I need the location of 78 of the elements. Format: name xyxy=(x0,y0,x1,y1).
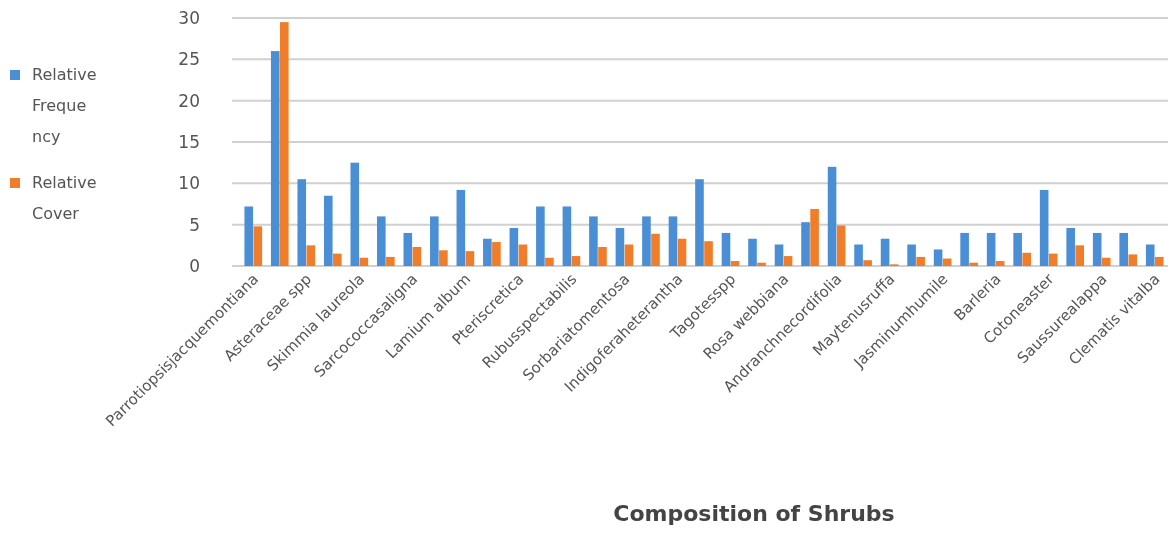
bar xyxy=(306,245,316,266)
y-tick-label: 25 xyxy=(178,49,200,70)
bar xyxy=(359,257,369,266)
bar xyxy=(933,249,943,266)
bar xyxy=(244,206,254,266)
y-tick-label: 15 xyxy=(178,131,200,152)
bar xyxy=(492,242,501,266)
bar xyxy=(509,227,519,266)
bar xyxy=(615,227,625,266)
bar xyxy=(986,232,996,266)
bar xyxy=(1048,253,1058,266)
bar xyxy=(668,216,678,266)
bar xyxy=(1022,252,1031,266)
bar xyxy=(297,179,307,266)
bar xyxy=(757,262,766,266)
bar xyxy=(721,232,731,266)
bar xyxy=(1075,245,1085,266)
bar xyxy=(960,232,969,266)
bar xyxy=(1145,244,1155,266)
bar xyxy=(880,238,890,266)
y-tick-label: 10 xyxy=(178,173,200,194)
bar xyxy=(1128,254,1138,266)
bar xyxy=(465,251,475,266)
bar xyxy=(783,256,793,266)
bar xyxy=(518,244,528,266)
bar xyxy=(969,262,978,266)
bar xyxy=(907,244,916,266)
bar xyxy=(624,244,634,266)
bar xyxy=(545,257,554,266)
bar xyxy=(1101,257,1111,266)
bar xyxy=(642,216,651,266)
bar xyxy=(1066,227,1075,266)
y-tick-label: 30 xyxy=(178,7,200,28)
bar xyxy=(1039,189,1049,266)
bar xyxy=(456,189,466,266)
bar xyxy=(439,250,448,266)
bar xyxy=(430,216,439,266)
bar xyxy=(350,162,360,266)
bar xyxy=(695,179,704,266)
bar xyxy=(270,51,280,266)
bar xyxy=(916,256,925,266)
y-tick-label: 20 xyxy=(178,90,200,111)
bar xyxy=(403,232,413,266)
bar xyxy=(704,241,713,266)
bar xyxy=(536,206,545,266)
bar xyxy=(827,166,837,266)
bar xyxy=(651,233,660,266)
legend-label: Relative Cover xyxy=(32,173,97,223)
bar xyxy=(483,238,492,266)
bar xyxy=(995,261,1005,266)
bar xyxy=(562,206,572,266)
bar xyxy=(748,238,757,266)
y-tick-label: 0 xyxy=(189,255,200,276)
bar xyxy=(854,244,863,266)
bar xyxy=(730,261,740,266)
bar xyxy=(836,225,846,266)
bar xyxy=(333,253,342,266)
bar xyxy=(253,226,263,266)
bar xyxy=(810,208,819,266)
bar xyxy=(863,260,872,266)
bar xyxy=(412,246,422,266)
bar xyxy=(377,216,386,266)
bar xyxy=(280,22,289,266)
legend-label: Relative Frequency xyxy=(32,65,97,146)
bar xyxy=(1119,232,1128,266)
bar xyxy=(801,222,810,266)
bar xyxy=(571,256,581,266)
bar xyxy=(1154,256,1164,266)
y-tick-label: 5 xyxy=(189,214,200,235)
bar xyxy=(677,238,687,266)
bar xyxy=(386,256,395,266)
bar xyxy=(323,195,333,266)
x-axis-title: Composition of Shrubs xyxy=(613,501,895,526)
bar xyxy=(1013,232,1022,266)
bar xyxy=(1092,232,1102,266)
bar xyxy=(589,216,598,266)
bar xyxy=(598,246,607,266)
bar xyxy=(774,244,784,266)
